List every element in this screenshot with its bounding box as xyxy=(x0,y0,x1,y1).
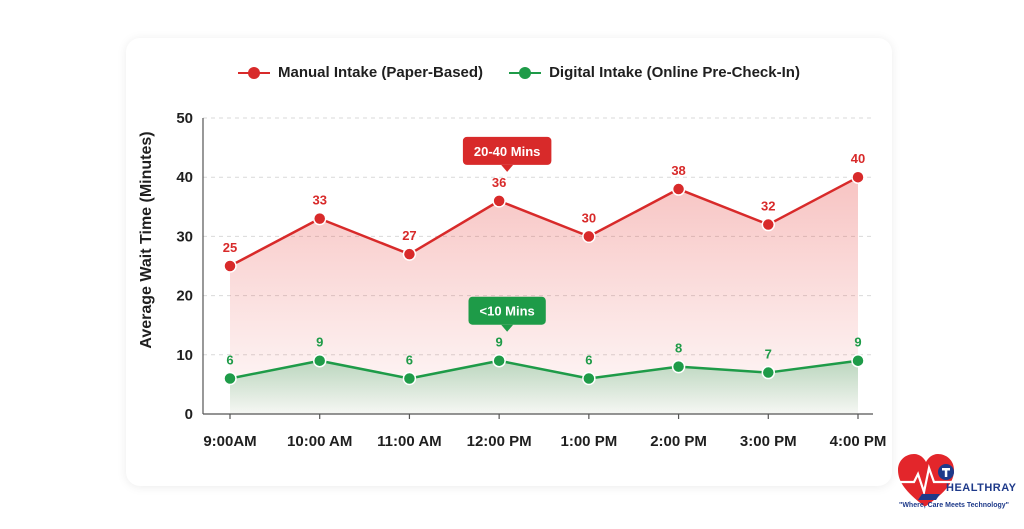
callout: 20-40 Mins xyxy=(462,136,552,172)
data-label: 25 xyxy=(223,240,237,255)
x-tick-label: 1:00 PM xyxy=(561,433,618,450)
data-label: 32 xyxy=(761,199,775,214)
callout: <10 Mins xyxy=(468,296,546,332)
data-point xyxy=(671,182,686,196)
callout-text: <10 Mins xyxy=(480,304,535,319)
series-area xyxy=(230,360,858,414)
legend-label-manual: Manual Intake (Paper-Based) xyxy=(278,64,484,81)
data-point xyxy=(402,247,417,261)
data-point xyxy=(492,353,506,368)
data-label: 8 xyxy=(675,341,682,356)
data-point xyxy=(671,359,686,374)
data-label: 7 xyxy=(765,347,772,362)
data-point xyxy=(761,217,776,232)
data-point xyxy=(223,371,237,386)
y-tick-label: 20 xyxy=(176,288,193,305)
data-label: 9 xyxy=(316,335,323,350)
y-tick-label: 40 xyxy=(176,169,193,186)
chart-legend: Manual Intake (Paper-Based) Digital Inta… xyxy=(238,64,800,81)
data-point xyxy=(761,365,776,380)
y-tick-label: 50 xyxy=(176,110,193,127)
logo-tagline: "Where, Care Meets Technology" xyxy=(899,502,1009,509)
data-point xyxy=(402,371,417,386)
data-label: 40 xyxy=(851,151,865,166)
callout-pointer xyxy=(501,164,514,172)
series-area xyxy=(230,177,858,414)
y-tick-label: 30 xyxy=(176,228,193,245)
legend-item-manual: Manual Intake (Paper-Based) xyxy=(238,64,483,81)
data-label: 6 xyxy=(585,352,592,367)
x-tick-label: 11:00 AM xyxy=(377,433,441,450)
callout-text: 20-40 Mins xyxy=(474,144,540,159)
callout-box xyxy=(462,136,552,165)
x-tick-label: 4:00 PM xyxy=(830,433,887,450)
data-point xyxy=(312,211,327,226)
legend-label-digital: Digital Intake (Online Pre-Check-In) xyxy=(549,64,800,81)
data-point xyxy=(851,353,865,368)
x-tick-label: 9:00AM xyxy=(203,433,256,450)
healthray-logo xyxy=(898,454,954,506)
data-point xyxy=(582,229,596,244)
data-point xyxy=(312,353,327,368)
callout-box xyxy=(468,296,546,325)
data-label: 33 xyxy=(312,193,326,208)
label-layer: 25 33 27 36 30 38 32 40 6 9 6 9 6 8 7 9 xyxy=(223,151,865,367)
axis-layer: 0 10 20 30 40 50 9:00AM 10:00 AM 11:00 AM 12:00 P… xyxy=(176,110,886,450)
series-line xyxy=(229,359,859,380)
data-label: 27 xyxy=(402,228,416,243)
logo-name: HEALTHRAY xyxy=(946,482,1017,494)
data-label: 6 xyxy=(406,352,413,367)
legend-swatch-digital xyxy=(509,66,542,79)
data-label: 38 xyxy=(671,163,685,178)
series-line xyxy=(229,176,859,268)
data-label: 9 xyxy=(496,335,503,350)
data-label: 9 xyxy=(854,335,861,350)
x-tick-label: 3:00 PM xyxy=(740,433,797,450)
data-point xyxy=(851,170,865,184)
x-tick-label: 12:00 PM xyxy=(467,433,532,450)
x-tick-label: 10:00 AM xyxy=(287,433,352,450)
data-label: 30 xyxy=(582,210,596,225)
y-tick-label: 10 xyxy=(176,347,193,364)
data-point xyxy=(223,259,237,273)
data-point xyxy=(582,371,596,386)
data-label: 6 xyxy=(226,352,233,367)
data-label: 36 xyxy=(492,175,506,190)
y-tick-label: 0 xyxy=(185,406,193,423)
callout-pointer xyxy=(501,324,514,332)
legend-item-digital: Digital Intake (Online Pre-Check-In) xyxy=(509,64,800,81)
data-point xyxy=(492,194,506,208)
area-layer xyxy=(230,177,858,414)
line-layer xyxy=(229,176,859,380)
x-tick-label: 2:00 PM xyxy=(650,433,707,450)
legend-swatch-manual xyxy=(238,66,270,79)
callout-layer: 20-40 Mins <10 Mins xyxy=(462,136,552,332)
point-layer xyxy=(223,170,865,386)
y-axis-title: Average Wait Time (Minutes) xyxy=(138,131,155,348)
